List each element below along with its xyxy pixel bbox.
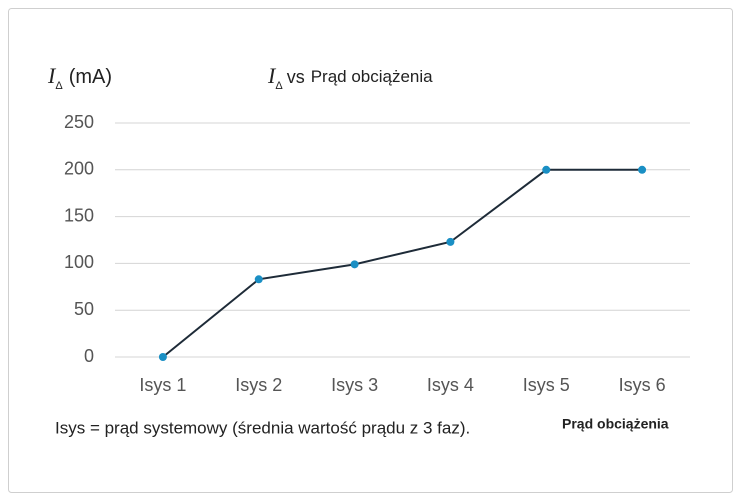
- data-point: [446, 237, 455, 246]
- y-tick-label: 0: [84, 346, 94, 366]
- title-text: Prąd obciążenia: [311, 67, 433, 86]
- data-point: [350, 260, 359, 269]
- chart-title: IΔ vs Prąd obciążenia: [267, 63, 433, 92]
- series-line: [162, 168, 643, 358]
- y-tick-label: 200: [64, 159, 94, 179]
- data-point: [542, 165, 551, 174]
- y-tick-label: 250: [64, 112, 94, 132]
- x-axis-label: Prąd obciążenia: [562, 416, 669, 432]
- title-symbol: I: [267, 63, 277, 88]
- data-point: [254, 275, 263, 284]
- title-subscript: Δ: [275, 80, 283, 92]
- y-tick-label: 50: [74, 299, 94, 319]
- x-tick-label: Isys 4: [427, 375, 474, 395]
- y-label-subscript: Δ: [55, 80, 63, 92]
- y-tick-label: 100: [64, 252, 94, 272]
- y-label-unit: (mA): [69, 66, 112, 88]
- y-axis-label: IΔ (mA): [47, 63, 112, 92]
- x-tick-label: Isys 5: [523, 375, 570, 395]
- title-vs: vs: [287, 67, 305, 87]
- y-tick-label: 150: [64, 205, 94, 225]
- x-tick-label: Isys 1: [139, 375, 186, 395]
- x-tick-label: Isys 3: [331, 375, 378, 395]
- x-tick-label: Isys 6: [619, 375, 666, 395]
- y-label-symbol: I: [47, 63, 57, 88]
- note: Isys = prąd systemowy (średnia wartość p…: [55, 418, 470, 437]
- frame: [8, 8, 733, 493]
- x-tick-label: Isys 2: [235, 375, 282, 395]
- data-point: [638, 165, 647, 174]
- data-point: [158, 353, 167, 361]
